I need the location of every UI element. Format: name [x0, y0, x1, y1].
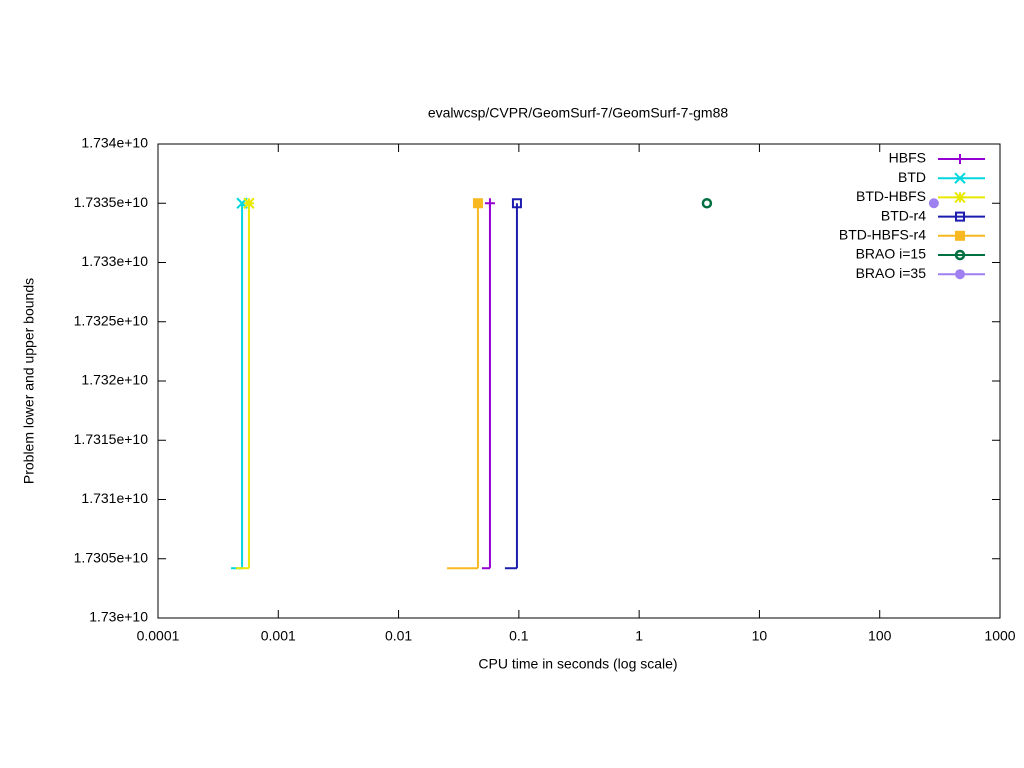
x-tick-label: 1000	[984, 628, 1015, 644]
x-tick-label: 0.1	[509, 628, 529, 644]
y-tick-label: 1.7325e+10	[74, 312, 149, 328]
plot-frame	[157, 143, 1001, 619]
data-point	[511, 198, 522, 209]
data-point	[243, 197, 255, 209]
y-tick-label: 1.7305e+10	[74, 549, 149, 565]
chart-title: evalwcsp/CVPR/GeomSurf-7/GeomSurf-7-gm88	[428, 105, 729, 121]
data-point	[701, 198, 713, 209]
x-tick-label: 0.0001	[137, 628, 180, 644]
x-tick-label: 0.001	[261, 628, 296, 644]
y-tick-label: 1.7335e+10	[74, 194, 149, 210]
x-tick-label: 0.01	[385, 628, 412, 644]
legend-marker	[955, 154, 965, 164]
x-tick-label: 100	[868, 628, 892, 644]
legend-label: BTD-HBFS-r4	[839, 227, 926, 243]
legend-label: BTD	[898, 169, 926, 185]
y-tick-label: 1.733e+10	[81, 253, 148, 269]
legend-marker	[955, 269, 965, 280]
legend-label: BRAO i=15	[856, 246, 927, 262]
legend-label: BTD-r4	[881, 207, 926, 223]
legend-label: BRAO i=35	[856, 265, 927, 281]
data-point	[472, 198, 483, 209]
legend-marker	[955, 211, 965, 222]
y-axis-label: Problem lower and upper bounds	[21, 278, 37, 484]
legend-marker	[955, 230, 965, 241]
data-point	[928, 198, 939, 209]
y-tick-label: 1.7315e+10	[74, 431, 149, 447]
data-point	[484, 198, 495, 209]
x-tick-label: 10	[752, 628, 768, 644]
legend-marker	[954, 249, 966, 261]
y-tick-label: 1.731e+10	[81, 490, 148, 506]
legend-label: BTD-HBFS	[856, 188, 926, 204]
legend-label: HBFS	[889, 150, 926, 166]
y-tick-label: 1.734e+10	[81, 135, 148, 151]
y-tick-label: 1.732e+10	[81, 372, 148, 388]
legend-marker	[954, 191, 966, 204]
legend-marker	[954, 172, 966, 184]
y-tick-label: 1.73e+10	[89, 609, 148, 625]
x-tick-label: 1	[635, 628, 643, 644]
x-axis-label: CPU time in seconds (log scale)	[478, 656, 677, 672]
